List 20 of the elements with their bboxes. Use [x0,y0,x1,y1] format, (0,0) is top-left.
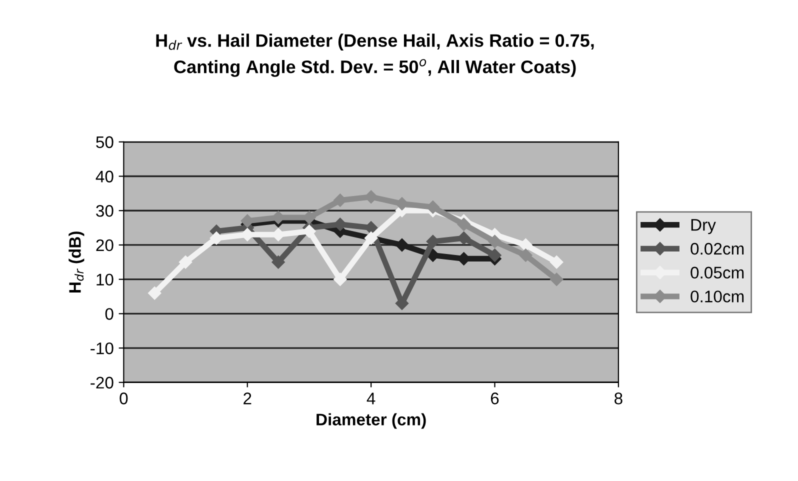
y-tick-label: 0 [105,308,114,320]
y-axis-title: H$_{dr}$ (dB) [68,232,84,292]
chart-title: H$_{dr}$ vs. Hail Diameter (Dense Hail, Axis Ratio = 0.75, Canting Angle Std. Dev. = 50$^{o}$, All Water Coats) [156,34,594,77]
y-tick-label: 40 [96,170,114,182]
x-axis-title: Diameter (cm) [316,413,426,429]
legend-label: 0.05cm [690,266,744,279]
y-tick-label: -20 [90,376,114,389]
x-tick-label: 8 [614,392,622,404]
x-tick-label: 4 [366,392,376,404]
y-tick-label: 20 [96,239,114,252]
x-tick-label: 6 [490,392,499,404]
y-tick-label: 50 [96,136,114,148]
x-tick-label: 0 [120,392,128,404]
legend-label: Dry [691,219,716,234]
legend-label: 0.02cm [690,242,744,255]
y-tick-label: 10 [96,274,114,286]
y-tick-label: -10 [90,342,114,354]
x-tick-label: 2 [244,392,252,404]
y-tick-label: 30 [96,205,114,217]
legend-label: 0.10cm [690,290,744,302]
